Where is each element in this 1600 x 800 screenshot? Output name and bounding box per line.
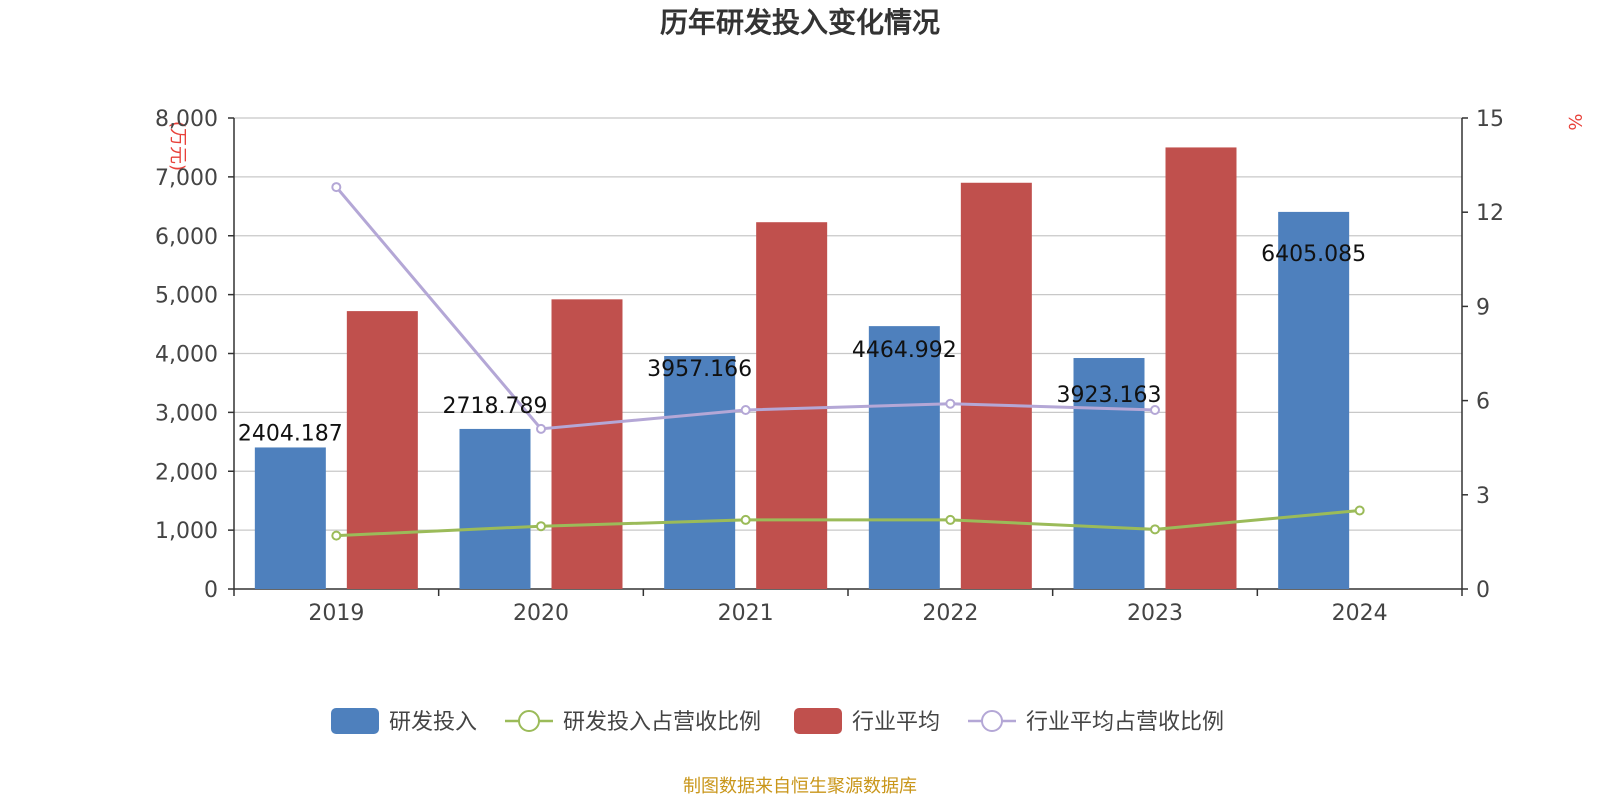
- x-axis: 2019 2020 2021 2022 2023 2024: [233, 118, 1463, 626]
- legend: 研发投入 研发投入占营收比例 行业平均 行业平均占营收比例: [331, 708, 1224, 735]
- line-point: [945, 398, 956, 409]
- data-label: 4464.992: [852, 338, 957, 363]
- left-tick-label: 5,000: [155, 284, 218, 309]
- legend-label: 行业平均占营收比例: [1026, 710, 1224, 735]
- left-tick-label: 8,000: [155, 107, 218, 132]
- left-axis-ticks: 0 1,000 2,000 3,000 4,000 5,000 6,000 7,000 8,00…: [155, 107, 234, 603]
- bar: [868, 326, 940, 589]
- legend-label: 研发投入占营收比例: [563, 710, 761, 735]
- x-tick-label: 2020: [513, 601, 569, 626]
- line-point: [740, 405, 751, 416]
- bar: [664, 356, 736, 589]
- line-point: [1354, 505, 1365, 516]
- line-point: [1150, 405, 1160, 416]
- x-tick-label: 2022: [922, 601, 978, 626]
- x-tick-label: 2023: [1127, 601, 1183, 626]
- line-point: [536, 423, 546, 434]
- right-tick-label: 6: [1476, 390, 1490, 415]
- line-point: [1150, 524, 1160, 535]
- data-label: 3923.163: [1057, 383, 1162, 408]
- right-axis-unit: %: [1564, 113, 1585, 130]
- source-note: 制图数据来自恒生聚源数据库: [683, 776, 917, 797]
- legend-label: 行业平均: [852, 710, 940, 735]
- left-tick-label: 3,000: [155, 401, 218, 426]
- bar: [960, 182, 1032, 589]
- bar: [1073, 358, 1145, 589]
- left-tick-label: 2,000: [155, 460, 218, 485]
- bar: [1165, 147, 1237, 589]
- right-axis-ticks: 0 3 6 9 12 15: [1462, 107, 1504, 603]
- x-tick-label: 2019: [308, 601, 364, 626]
- series-line: [335, 186, 1156, 431]
- bar: [254, 447, 326, 589]
- line-point: [536, 521, 546, 532]
- line-point: [945, 514, 956, 525]
- right-tick-label: 3: [1476, 484, 1490, 509]
- right-tick-label: 12: [1476, 201, 1504, 226]
- data-label: 2404.187: [238, 421, 343, 446]
- bar: [1278, 211, 1350, 589]
- line-point: [331, 182, 342, 193]
- x-tick-label: 2021: [718, 601, 774, 626]
- left-tick-label: 0: [204, 578, 218, 603]
- gridlines: [234, 117, 1462, 531]
- right-tick-label: 0: [1476, 578, 1490, 603]
- lines: [331, 182, 1365, 541]
- legend-marker: [518, 710, 540, 732]
- data-label: 3957.166: [647, 357, 752, 382]
- bar: [346, 311, 418, 589]
- data-label: 6405.085: [1261, 242, 1366, 267]
- left-axis-unit: (万元): [167, 121, 188, 171]
- right-tick-label: 15: [1476, 107, 1504, 132]
- legend-marker: [981, 710, 1003, 732]
- line-point: [331, 530, 342, 541]
- bar: [551, 299, 623, 589]
- x-tick-label: 2024: [1332, 601, 1388, 626]
- legend-swatch: [331, 708, 379, 734]
- bar: [756, 222, 828, 590]
- legend-swatch: [794, 708, 842, 734]
- data-label: 2718.789: [443, 394, 548, 419]
- left-tick-label: 1,000: [155, 519, 218, 544]
- left-tick-label: 4,000: [155, 343, 218, 368]
- bar: [459, 428, 531, 589]
- left-tick-label: 7,000: [155, 166, 218, 191]
- legend-label: 研发投入: [389, 710, 477, 735]
- chart-title: 历年研发投入变化情况: [660, 6, 940, 39]
- left-tick-label: 6,000: [155, 225, 218, 250]
- right-tick-label: 9: [1476, 295, 1490, 320]
- line-point: [740, 514, 751, 525]
- data-labels: 2404.187 2718.789 3957.166 4464.992 3923.163…: [238, 242, 1366, 447]
- series-line: [336, 509, 1360, 538]
- bars: [254, 147, 1350, 590]
